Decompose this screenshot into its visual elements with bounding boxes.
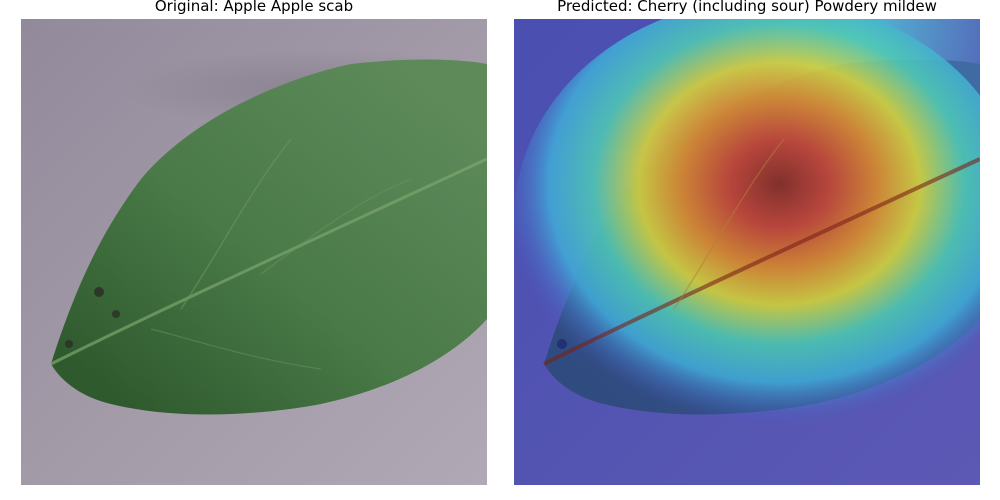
original-panel: Original: Apple Apple scab (21, 0, 487, 500)
predicted-title: Predicted: Cherry (including sour) Powde… (557, 0, 937, 15)
heatmap-overlay-image (514, 19, 980, 485)
original-title: Original: Apple Apple scab (154, 0, 354, 15)
predicted-panel: Predicted: Cherry (including sour) Powde… (514, 0, 980, 500)
original-leaf-image (21, 19, 487, 485)
